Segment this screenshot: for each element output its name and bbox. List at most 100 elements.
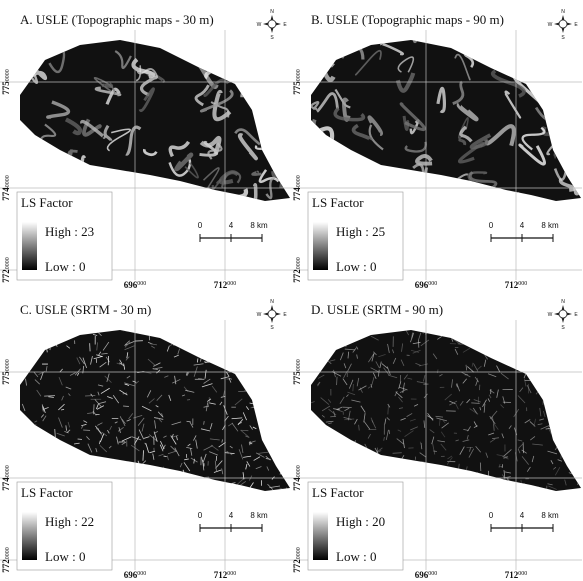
coord-sup: 0000 [296,465,302,477]
ls-line [436,475,440,477]
ls-line [23,352,24,356]
ls-line [13,431,18,437]
ls-line [205,359,215,363]
ls-line [410,470,412,476]
ls-line [12,181,23,192]
legend-low: Low : 0 [45,259,85,274]
ls-line [274,393,277,395]
ls-line [491,488,497,491]
coord-main: 772 [1,559,11,573]
compass-n: N [561,9,565,15]
ls-line [535,371,539,380]
ls-line [564,458,571,461]
compass-s: S [561,325,565,331]
ls-line [511,345,513,347]
ls-line [381,476,391,477]
coord-sup: 000 [428,281,437,287]
ls-line [265,432,269,439]
ls-line [516,201,532,216]
y-coord-label: 7720000 [292,547,302,573]
ls-line [308,449,311,459]
ls-line [44,396,55,397]
ls-line [506,339,512,345]
ls-line [580,475,582,483]
map-panel: D. USLE (SRTM - 90 m)NSEWLS FactorHigh :… [291,290,582,580]
coord-sup: 0000 [5,69,11,81]
ls-line [164,489,166,495]
ls-line [167,471,176,475]
ls-line [447,490,449,492]
coord-sup: 000 [137,571,146,577]
ls-line [476,345,483,349]
ls-line [147,486,153,488]
ls-line [432,468,436,474]
coord-main: 775 [1,81,11,95]
ls-line [387,461,389,466]
ls-line [524,363,532,367]
legend-low: Low : 0 [336,549,376,564]
ls-line [15,460,19,464]
ls-line [499,342,507,349]
y-coord-label: 7720000 [292,257,302,283]
ls-line [512,354,516,356]
coord-sup: 000 [518,281,527,287]
ls-line [518,348,525,354]
ls-line [89,471,97,472]
ls-line [569,459,577,460]
ls-line [81,157,84,177]
ls-line [546,366,547,374]
ls-line [311,424,318,425]
ls-line [141,484,144,485]
ls-line [260,342,267,346]
watershed [20,330,290,491]
ls-line [144,470,151,471]
ls-line [15,418,16,422]
ls-line [547,366,556,371]
coord-sup: 0000 [5,175,11,187]
ls-line [337,173,342,177]
ls-line [558,370,559,378]
ls-line [30,453,31,463]
ls-line [109,464,116,472]
coord-sup: 0000 [5,257,11,269]
ls-line [82,472,92,473]
ls-line [24,465,28,472]
y-coord-label: 7750000 [1,359,11,385]
ls-line [121,492,127,496]
ls-line [173,195,185,204]
ls-line [35,475,41,483]
ls-line [240,347,246,355]
ls-line [92,468,94,474]
ls-line [557,62,572,81]
ls-line [426,483,427,490]
scale-label: 8 km [250,221,268,230]
scale-label: 0 [198,221,203,230]
ls-line [272,451,276,454]
ls-line [59,473,64,479]
ls-line [155,329,157,333]
ls-line [558,386,562,387]
ls-line [486,477,489,483]
ls-line [422,466,431,470]
panel-title: B. USLE (Topographic maps - 90 m) [311,12,504,27]
compass-n: N [561,299,565,305]
ls-line [513,193,524,207]
x-coord-label: 696000 [415,570,438,580]
x-coord-label: 712000 [505,570,528,580]
ls-line [92,467,96,469]
ls-line [247,364,257,367]
ls-line [15,440,18,445]
ls-line [250,382,260,385]
ls-line [285,444,289,446]
ls-line [540,53,554,63]
ls-line [356,462,363,464]
compass-e: E [574,312,578,318]
coord-main: 774 [1,477,11,491]
legend-title: LS Factor [21,485,73,500]
coord-main: 775 [292,371,302,385]
figure: A. USLE (Topographic maps - 30 m)NSEWLS … [0,0,583,581]
ls-line [569,462,574,468]
ls-line [359,335,362,339]
ls-line [570,134,582,156]
ls-line [127,476,131,479]
